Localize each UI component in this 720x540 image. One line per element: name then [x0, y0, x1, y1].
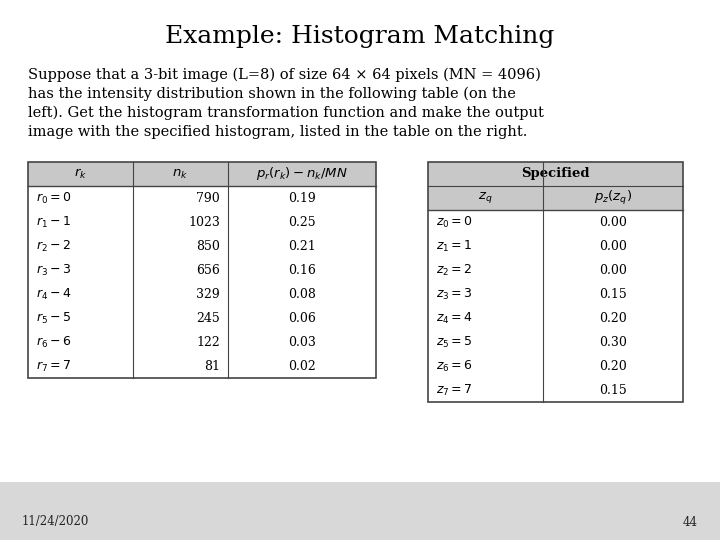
Bar: [28, 162, 376, 186]
Bar: [428, 162, 683, 402]
Bar: [28, 210, 376, 234]
Text: 0.06: 0.06: [288, 312, 316, 325]
Text: $p_z(z_q)$: $p_z(z_q)$: [594, 189, 632, 207]
Bar: [28, 186, 376, 210]
Text: has the intensity distribution shown in the following table (on the: has the intensity distribution shown in …: [28, 87, 516, 102]
Bar: [428, 186, 683, 210]
Text: $r_4 - 4$: $r_4 - 4$: [36, 286, 71, 301]
Text: $z_q$: $z_q$: [478, 191, 492, 206]
Bar: [428, 258, 683, 282]
Text: 790: 790: [197, 192, 220, 205]
Text: 0.08: 0.08: [288, 287, 316, 300]
Text: 81: 81: [204, 360, 220, 373]
Text: $z_6 = 6$: $z_6 = 6$: [436, 359, 473, 374]
Text: 0.00: 0.00: [599, 264, 627, 276]
Text: $z_5 = 5$: $z_5 = 5$: [436, 334, 473, 349]
Bar: [28, 330, 376, 354]
Text: left). Get the histogram transformation function and make the output: left). Get the histogram transformation …: [28, 106, 544, 120]
Bar: [28, 234, 376, 258]
Text: 1023: 1023: [188, 215, 220, 228]
Bar: [28, 306, 376, 330]
Text: 0.25: 0.25: [288, 215, 316, 228]
Bar: [428, 330, 683, 354]
Text: 0.21: 0.21: [288, 240, 316, 253]
Text: $z_0 = 0$: $z_0 = 0$: [436, 214, 473, 230]
Text: 0.20: 0.20: [599, 360, 627, 373]
Text: 0.03: 0.03: [288, 335, 316, 348]
Bar: [28, 162, 376, 378]
Text: $r_3 - 3$: $r_3 - 3$: [36, 262, 71, 278]
Text: 245: 245: [197, 312, 220, 325]
Text: 0.19: 0.19: [288, 192, 316, 205]
Bar: [28, 354, 376, 378]
Text: 850: 850: [196, 240, 220, 253]
Bar: [428, 282, 683, 306]
Bar: [428, 306, 683, 330]
Text: Suppose that a 3-bit image (L=8) of size 64 × 64 pixels (MN = 4096): Suppose that a 3-bit image (L=8) of size…: [28, 68, 541, 83]
Text: 0.20: 0.20: [599, 312, 627, 325]
Text: Specified: Specified: [521, 167, 590, 180]
Text: $r_0 = 0$: $r_0 = 0$: [36, 191, 71, 206]
Text: image with the specified histogram, listed in the table on the right.: image with the specified histogram, list…: [28, 125, 527, 139]
Text: 329: 329: [197, 287, 220, 300]
Text: $p_r(r_k) - n_k/MN$: $p_r(r_k) - n_k/MN$: [256, 165, 348, 183]
Text: $r_2 - 2$: $r_2 - 2$: [36, 239, 71, 254]
Text: $r_1 - 1$: $r_1 - 1$: [36, 214, 71, 230]
Text: $r_6 - 6$: $r_6 - 6$: [36, 334, 71, 349]
Text: 0.02: 0.02: [288, 360, 316, 373]
Bar: [28, 258, 376, 282]
Bar: [428, 354, 683, 378]
Text: $r_5 - 5$: $r_5 - 5$: [36, 310, 71, 326]
Text: $z_2 = 2$: $z_2 = 2$: [436, 262, 472, 278]
Bar: [428, 234, 683, 258]
Bar: [28, 282, 376, 306]
Text: 44: 44: [683, 516, 698, 529]
Text: $r_7 = 7$: $r_7 = 7$: [36, 359, 71, 374]
Text: $z_4 = 4$: $z_4 = 4$: [436, 310, 473, 326]
Text: Example: Histogram Matching: Example: Histogram Matching: [166, 25, 554, 48]
Text: $n_k$: $n_k$: [173, 167, 189, 180]
Text: 656: 656: [196, 264, 220, 276]
Text: $z_1 = 1$: $z_1 = 1$: [436, 239, 472, 254]
Text: $r_k$: $r_k$: [74, 167, 87, 181]
Bar: [428, 162, 683, 186]
Text: $z_3 = 3$: $z_3 = 3$: [436, 286, 473, 301]
Text: 122: 122: [197, 335, 220, 348]
Bar: [428, 378, 683, 402]
Text: 0.00: 0.00: [599, 215, 627, 228]
Text: 11/24/2020: 11/24/2020: [22, 516, 89, 529]
Text: 0.15: 0.15: [599, 383, 627, 396]
Text: 0.00: 0.00: [599, 240, 627, 253]
Text: 0.16: 0.16: [288, 264, 316, 276]
Bar: [0, 482, 720, 540]
Text: 0.15: 0.15: [599, 287, 627, 300]
Text: $z_7 = 7$: $z_7 = 7$: [436, 382, 473, 397]
Text: 0.30: 0.30: [599, 335, 627, 348]
Bar: [428, 210, 683, 234]
